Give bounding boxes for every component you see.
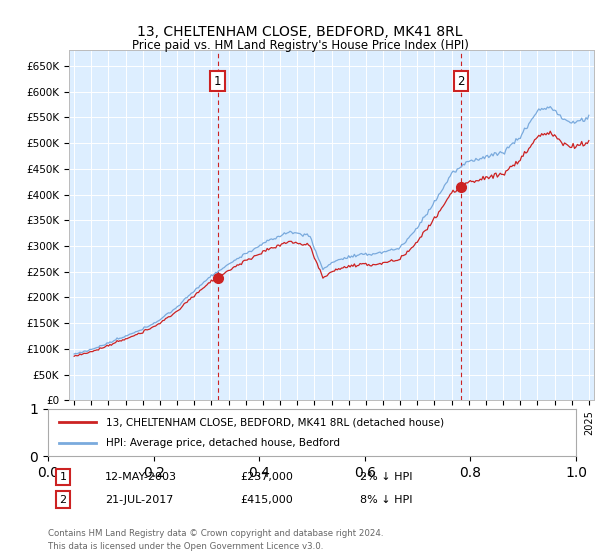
Text: 2% ↓ HPI: 2% ↓ HPI xyxy=(360,472,413,482)
Text: 2: 2 xyxy=(59,494,67,505)
Text: 1: 1 xyxy=(214,75,221,88)
Text: 13, CHELTENHAM CLOSE, BEDFORD, MK41 8RL (detached house): 13, CHELTENHAM CLOSE, BEDFORD, MK41 8RL … xyxy=(106,417,444,427)
Text: Contains HM Land Registry data © Crown copyright and database right 2024.
This d: Contains HM Land Registry data © Crown c… xyxy=(48,529,383,552)
Text: 21-JUL-2017: 21-JUL-2017 xyxy=(105,494,173,505)
Text: 13, CHELTENHAM CLOSE, BEDFORD, MK41 8RL: 13, CHELTENHAM CLOSE, BEDFORD, MK41 8RL xyxy=(137,25,463,39)
Text: 1: 1 xyxy=(59,472,67,482)
Text: 12-MAY-2003: 12-MAY-2003 xyxy=(105,472,177,482)
Text: 2: 2 xyxy=(457,75,465,88)
Text: HPI: Average price, detached house, Bedford: HPI: Average price, detached house, Bedf… xyxy=(106,438,340,448)
Text: £237,000: £237,000 xyxy=(240,472,293,482)
Text: 8% ↓ HPI: 8% ↓ HPI xyxy=(360,494,413,505)
Text: Price paid vs. HM Land Registry's House Price Index (HPI): Price paid vs. HM Land Registry's House … xyxy=(131,39,469,52)
Text: £415,000: £415,000 xyxy=(240,494,293,505)
